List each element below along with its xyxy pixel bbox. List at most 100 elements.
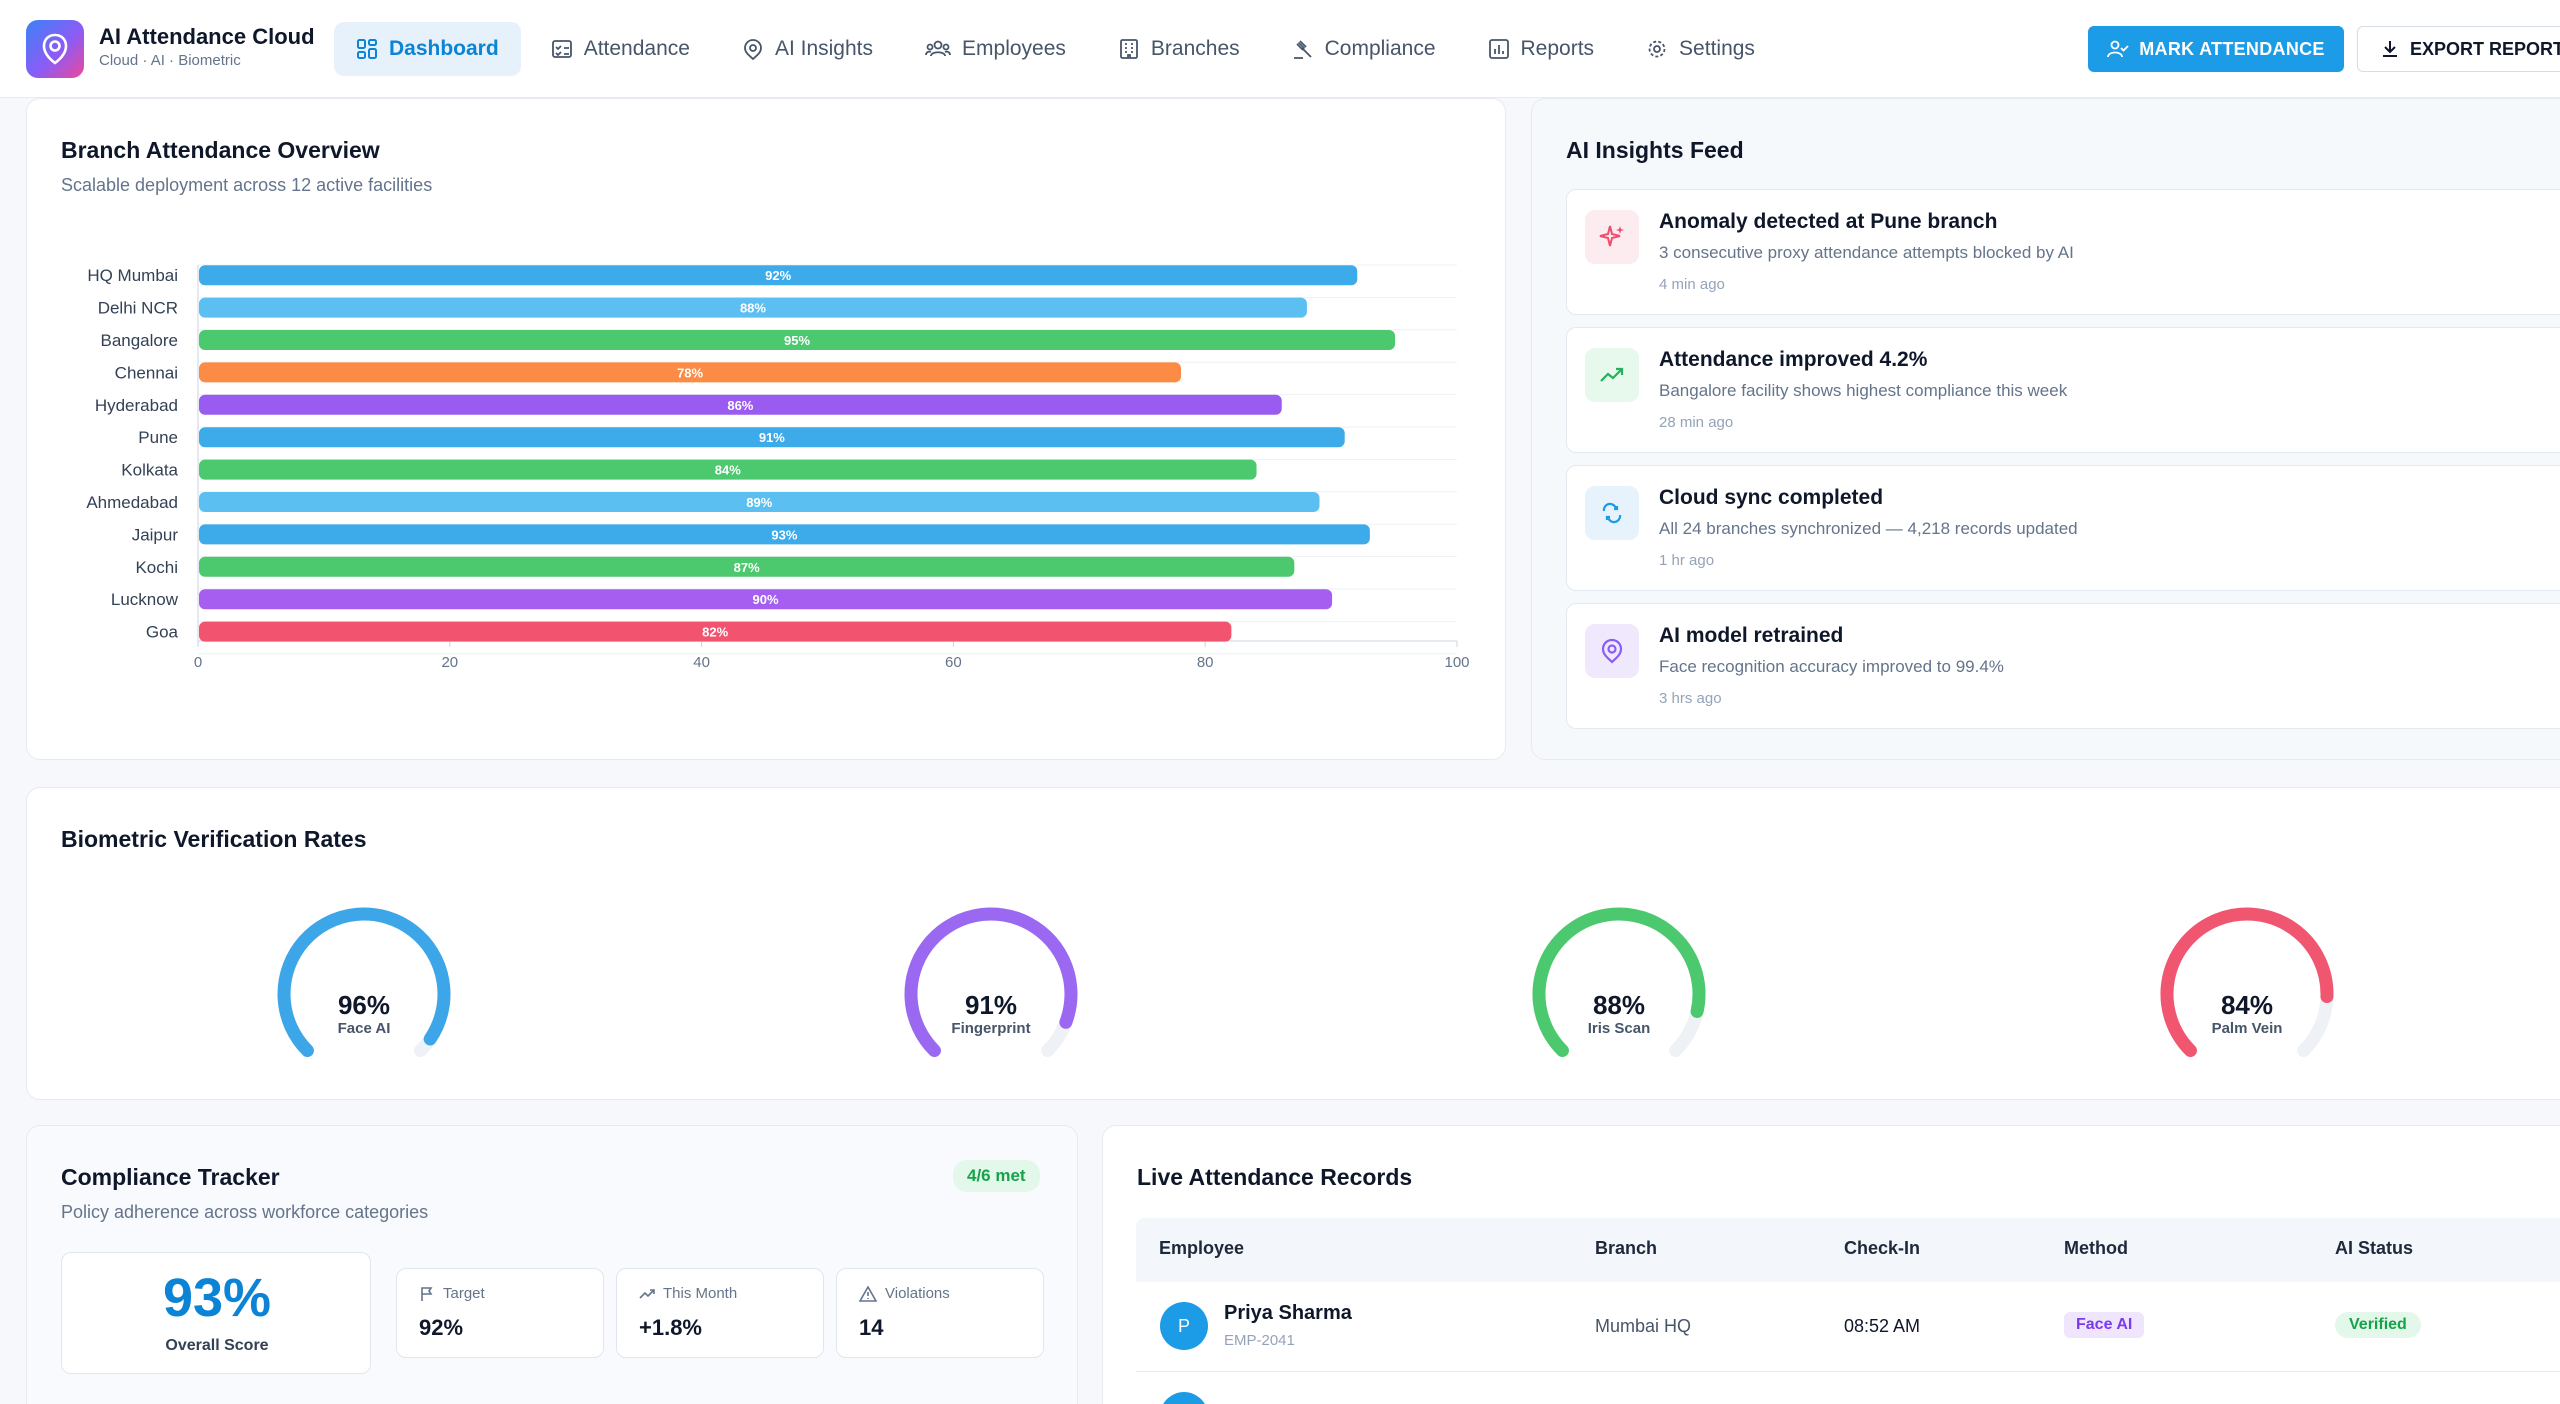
nav-compliance[interactable]: Compliance (1270, 22, 1458, 76)
nav-reports-label: Reports (1520, 37, 1595, 60)
insight-item[interactable]: Anomaly detected at Pune branch 3 consec… (1566, 189, 2560, 315)
category-label: Kolkata (121, 461, 178, 480)
category-label: Goa (146, 623, 179, 642)
bar-value-label: 88% (740, 301, 766, 316)
column-header-branch[interactable]: Branch (1595, 1238, 1658, 1258)
stat-target-header: Target (419, 1285, 485, 1302)
nav-ai-insights[interactable]: AI Insights (720, 22, 895, 76)
column-header-ai-status[interactable]: AI Status (2335, 1238, 2414, 1258)
nav-attendance-label: Attendance (583, 37, 690, 60)
stat-violations-label: Violations (885, 1285, 950, 1302)
brain-icon (1601, 638, 1623, 664)
bar[interactable] (199, 621, 1232, 642)
insight-time: 1 hr ago (1659, 552, 1715, 569)
table-row[interactable]: P Priya Sharma EMP-2041 Mumbai HQ 08:52 … (1136, 1282, 2560, 1372)
column-header-employee[interactable]: Employee (1159, 1238, 1245, 1258)
nav-attendance[interactable]: Attendance (529, 22, 712, 76)
insight-description: Bangalore facility shows highest complia… (1659, 381, 2068, 400)
category-label: Chennai (115, 363, 178, 382)
bar-value-label: 78% (677, 365, 703, 380)
column-header-checkin[interactable]: Check-In (1844, 1238, 1921, 1258)
gauge-progress (904, 907, 1078, 1058)
bar[interactable] (199, 524, 1370, 545)
status-badge: Verified (2335, 1312, 2421, 1338)
gauge-progress (2160, 907, 2334, 1058)
nav-reports[interactable]: Reports (1466, 22, 1617, 76)
nav-settings[interactable]: Settings (1624, 22, 1777, 76)
ai-insights-card: AI Insights Feed Anomaly detected at Pun… (1531, 98, 2560, 760)
bar[interactable] (199, 427, 1345, 448)
nav-compliance-label: Compliance (1324, 37, 1436, 60)
bar[interactable] (199, 589, 1333, 610)
insight-title: Cloud sync completed (1659, 486, 1884, 509)
insight-item[interactable]: Attendance improved 4.2% Bangalore facil… (1566, 327, 2560, 453)
stat-target: Target 92% (396, 1268, 604, 1358)
gauge-ring (2160, 907, 2334, 1058)
insight-item[interactable]: Cloud sync completed All 24 branches syn… (1566, 465, 2560, 591)
gauge-face-ai: 96% Face AI (264, 898, 464, 1078)
gauge-label: Face AI (337, 1020, 391, 1037)
gauge-label: Fingerprint (951, 1020, 1031, 1037)
insight-icon-box (1585, 624, 1639, 678)
biometric-verification-card: Biometric Verification Rates 96% Face AI… (26, 787, 2560, 1100)
nav-employees[interactable]: Employees (903, 22, 1088, 76)
bar[interactable] (199, 330, 1396, 350)
app-logo[interactable] (26, 20, 84, 78)
gauge-value: 91% (964, 990, 1018, 1020)
branch-overview-title: Branch Attendance Overview (61, 137, 380, 163)
table-row[interactable] (1136, 1372, 2560, 1404)
bar[interactable] (199, 556, 1295, 577)
x-tick-label: 60 (945, 654, 962, 671)
branch-overview-subtitle: Scalable deployment across 12 active fac… (61, 175, 433, 195)
bar[interactable] (199, 394, 1282, 415)
category-label: Ahmedabad (86, 493, 178, 512)
stat-violations-value: 14 (859, 1315, 884, 1340)
insight-time: 4 min ago (1659, 276, 1725, 293)
insight-title: Anomaly detected at Pune branch (1659, 210, 1998, 233)
nav-branches[interactable]: Branches (1096, 22, 1262, 76)
warning-icon (859, 1285, 877, 1302)
gauge-label: Iris Scan (1587, 1020, 1651, 1037)
bar-value-label: 87% (734, 560, 760, 575)
bar-value-label: 89% (746, 495, 772, 510)
brain-icon (744, 39, 762, 60)
trending-up-icon (1600, 367, 1624, 382)
gauge-ring (904, 907, 1078, 1058)
bar[interactable] (199, 297, 1307, 318)
method-badge: Face AI (2064, 1312, 2145, 1338)
main-nav: Dashboard Attendance AI Insights Employe… (334, 22, 1777, 76)
category-label: HQ Mumbai (87, 266, 178, 285)
category-label: Bangalore (100, 331, 178, 350)
fingerprint-icon (42, 33, 68, 65)
bar[interactable] (199, 459, 1257, 480)
category-label: Pune (138, 428, 178, 447)
avatar (1160, 1392, 1208, 1404)
insight-item[interactable]: AI model retrained Face recognition accu… (1566, 603, 2560, 729)
bar[interactable] (199, 492, 1320, 512)
gavel-icon (1293, 40, 1312, 59)
x-tick-label: 100 (1444, 654, 1469, 671)
employee-name: Priya Sharma (1224, 1302, 1352, 1324)
download-icon (2383, 41, 2397, 57)
bar-chart-icon (1488, 39, 1509, 59)
bar-value-label: 92% (765, 268, 791, 283)
category-label: Hyderabad (95, 396, 178, 415)
branch-attendance-card: Branch Attendance Overview Scalable depl… (26, 98, 1506, 760)
export-report-button[interactable]: EXPORT REPORT (2357, 26, 2560, 72)
checklist-icon (551, 40, 572, 58)
gauge-iris-scan: 88% Iris Scan (1519, 898, 1719, 1078)
compliance-met-badge: 4/6 met (953, 1160, 1040, 1192)
grid-icon (357, 39, 377, 59)
bar[interactable] (199, 265, 1358, 286)
cloud-sync-icon (1602, 502, 1622, 524)
export-report-label: EXPORT REPORT (2410, 38, 2560, 59)
app-subtitle: Cloud · AI · Biometric (99, 52, 241, 69)
stat-month-label: This Month (663, 1285, 738, 1302)
column-header-method[interactable]: Method (2064, 1238, 2128, 1258)
mark-attendance-button[interactable]: MARK ATTENDANCE (2088, 26, 2344, 72)
ai-feed-title: AI Insights Feed (1566, 137, 1744, 163)
nav-dashboard[interactable]: Dashboard (334, 22, 521, 76)
bar[interactable] (199, 362, 1182, 383)
compliance-subtitle: Policy adherence across workforce catego… (61, 1202, 429, 1222)
bar-value-label: 86% (727, 398, 753, 413)
